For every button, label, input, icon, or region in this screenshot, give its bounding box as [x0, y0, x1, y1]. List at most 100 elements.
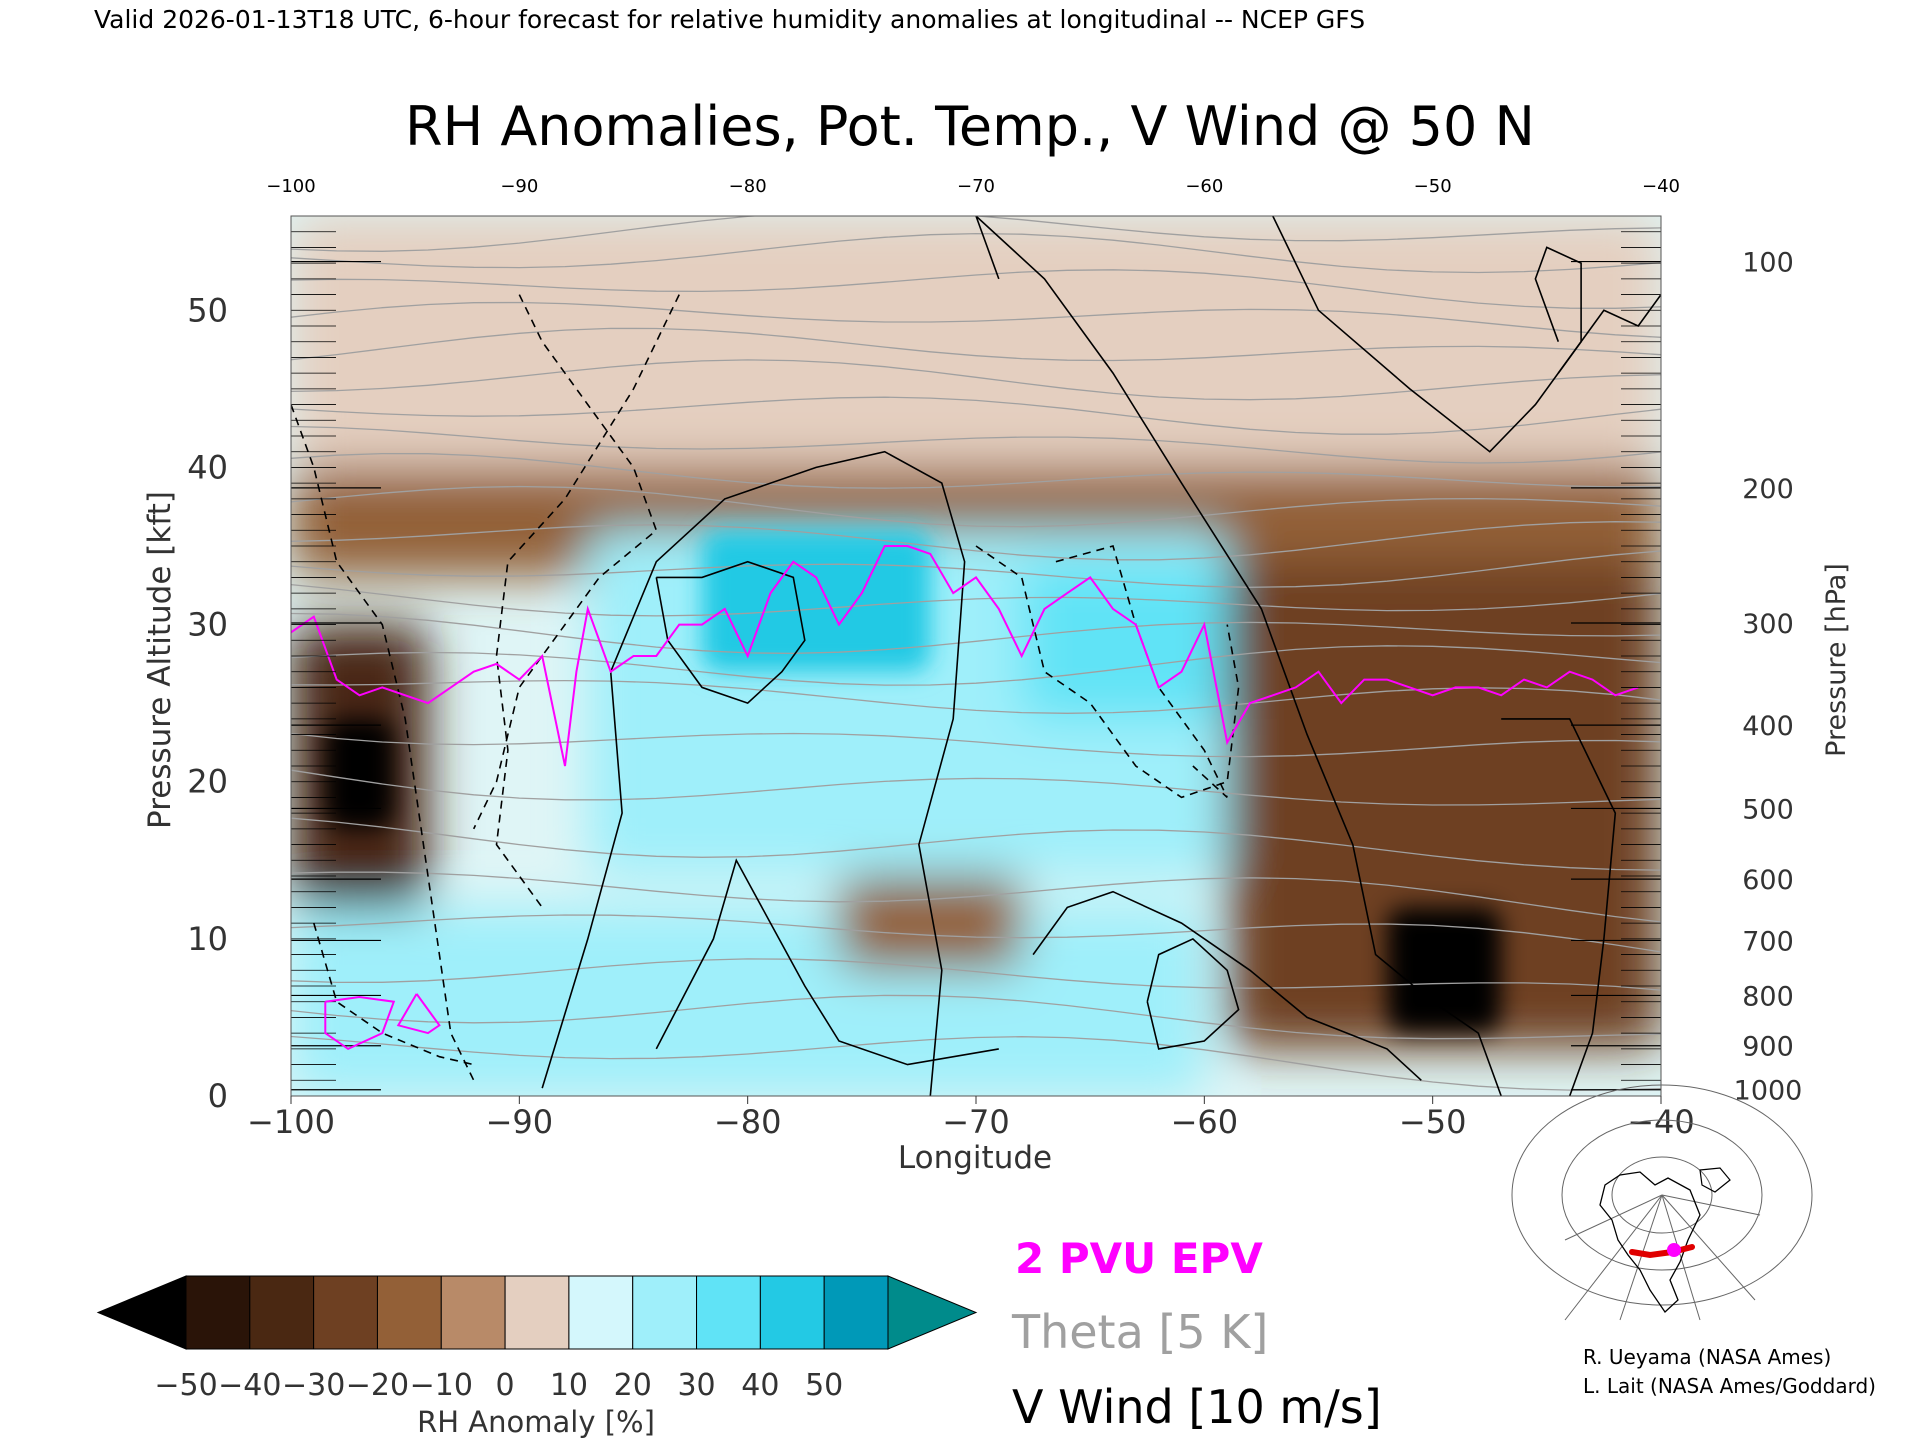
x-tick-label-2: −80	[714, 1103, 782, 1141]
epv-surface-loop-1	[396, 993, 441, 1035]
pressure-tick-label-8: 900	[1742, 1032, 1794, 1063]
theta-contour-5	[291, 817, 1661, 871]
pressure-tick-label-3: 400	[1742, 711, 1794, 742]
v-wind-contour-10	[472, 294, 658, 830]
colorbar-swatch-8	[696, 1275, 761, 1350]
theta-contour-3	[291, 914, 1661, 953]
theta-contour-22	[291, 232, 1661, 274]
pressure-tick-label-9: 1000	[1734, 1076, 1803, 1107]
colorbar-swatch-3	[376, 1275, 442, 1350]
v-wind-contour-5	[655, 560, 806, 705]
x-axis: −100 −90 −80 −70 −60 −50 −40	[247, 1096, 1695, 1141]
v-wind-contour-1	[655, 858, 999, 1066]
theta-contour-2	[291, 958, 1661, 991]
x-top-tick-label-1: −90	[500, 176, 538, 197]
x-top-tick-label-0: −100	[266, 176, 315, 197]
chart-title: RH Anomalies, Pot. Temp., V Wind @ 50 N	[405, 95, 1535, 158]
colorbar-tick-label-10: 50	[805, 1368, 843, 1403]
credit-line-2: L. Lait (NASA Ames/Goddard)	[1583, 1374, 1876, 1398]
theta-contour-10	[291, 612, 1661, 655]
v-wind-contour-13	[1055, 545, 1228, 798]
rh-region-5	[702, 530, 931, 672]
colorbar-tick-label-4: −10	[410, 1368, 473, 1403]
y-tick-label-5: 50	[187, 291, 228, 329]
theta-contour-15	[291, 452, 1661, 489]
theta-contour-18	[291, 359, 1661, 401]
theta-contour-6	[291, 769, 1661, 806]
theta-contour-4	[291, 871, 1661, 923]
pressure-tick-label-4: 500	[1742, 794, 1794, 825]
theta-contour-11	[291, 583, 1661, 617]
colorbar-swatch-7	[632, 1275, 698, 1350]
colorbar-over-arrow	[887, 1275, 978, 1350]
theta-contour-16	[291, 425, 1661, 464]
theta-contour-23	[291, 216, 1661, 252]
legend-epv: 2 PVU EPV	[1015, 1234, 1263, 1283]
epv-2pvu-line	[291, 545, 1639, 767]
colorbar-swatch-4	[440, 1275, 506, 1350]
theta-contour-14	[291, 485, 1661, 528]
theta-contour-13	[291, 521, 1661, 561]
credit-line-1: R. Ueyama (NASA Ames)	[1583, 1345, 1831, 1369]
theta-contour-1	[291, 994, 1661, 1040]
rh-region-9	[291, 907, 1205, 1096]
pressure-tick-label-2: 300	[1742, 609, 1794, 640]
theta-contour-19	[291, 327, 1661, 362]
colorbar: −50 −40 −30 −20 −10 0 10 20 30 40 50	[96, 1275, 978, 1403]
colorbar-label: RH Anomaly [%]	[417, 1405, 655, 1439]
x-tick-label-4: −60	[1171, 1103, 1239, 1141]
x-top-tick-label-5: −50	[1414, 176, 1452, 197]
v-wind-contour-8	[1501, 718, 1617, 1096]
theta-contour-9	[291, 645, 1661, 686]
x-tick-label-3: −70	[942, 1103, 1010, 1141]
pressure-tick-label-7: 800	[1742, 981, 1794, 1012]
colorbar-swatch-5	[504, 1275, 570, 1350]
x-top-tick-label-6: −40	[1642, 176, 1680, 197]
y-tick-label-1: 10	[187, 920, 228, 958]
colorbar-tick-label-7: 20	[614, 1368, 652, 1403]
y-axis-right-label: Pressure [hPa]	[1821, 563, 1852, 757]
colorbar-tick-label-1: −40	[218, 1368, 281, 1403]
x-tick-label-5: −50	[1399, 1103, 1467, 1141]
v-wind-contours	[291, 216, 1661, 1096]
y-tick-label-3: 30	[187, 606, 228, 644]
colorbar-under-arrow	[96, 1275, 187, 1350]
v-wind-contour-7	[1534, 246, 1582, 374]
colorbar-swatch-9	[759, 1275, 825, 1350]
inset-map	[1511, 1084, 1813, 1321]
rh-region-3	[325, 718, 394, 829]
theta-contour-8	[291, 679, 1661, 714]
v-wind-contour-4	[1146, 937, 1240, 1050]
theta-contour-21	[291, 269, 1661, 309]
legend-vwind: V Wind [10 m/s]	[1012, 1380, 1382, 1434]
v-wind-contour-6	[1272, 216, 1661, 453]
y-tick-label-4: 40	[187, 448, 228, 486]
theta-contour-17	[291, 396, 1661, 435]
theta-contour-7	[291, 732, 1661, 758]
colorbar-tick-label-8: 30	[677, 1368, 715, 1403]
x-top-tick-label-4: −60	[1185, 176, 1223, 197]
legend-theta: Theta [5 K]	[1011, 1305, 1268, 1359]
x-tick-label-0: −100	[247, 1103, 335, 1141]
v-wind-contour-0	[541, 450, 966, 1096]
colorbar-tick-label-0: −50	[154, 1368, 217, 1403]
colorbar-tick-label-2: −30	[282, 1368, 345, 1403]
pressure-axis: 100 200 300 400 500 600 700 800 900 1000	[1734, 248, 1803, 1107]
y-tick-label-0: 0	[208, 1077, 228, 1115]
y-axis: 0 10 20 30 40 50	[187, 291, 228, 1115]
rh-region-10	[839, 876, 1022, 971]
x-axis-label: Longitude	[898, 1140, 1052, 1176]
v-wind-contour-3	[1032, 890, 1422, 1081]
rh-anomaly-cores	[325, 530, 1502, 1034]
colorbar-swatch-2	[313, 1275, 378, 1350]
rh-anomaly-field	[291, 216, 1661, 1096]
pressure-tick-label-0: 100	[1742, 248, 1794, 279]
v-wind-contour-2	[975, 216, 1502, 1096]
colorbar-swatch-10	[823, 1275, 889, 1350]
theta-contours	[291, 216, 1661, 1091]
pressure-tick-label-6: 700	[1742, 926, 1794, 957]
colorbar-tick-label-5: 0	[496, 1368, 515, 1403]
rh-region-8	[1387, 907, 1502, 1034]
colorbar-swatch-1	[249, 1275, 315, 1350]
